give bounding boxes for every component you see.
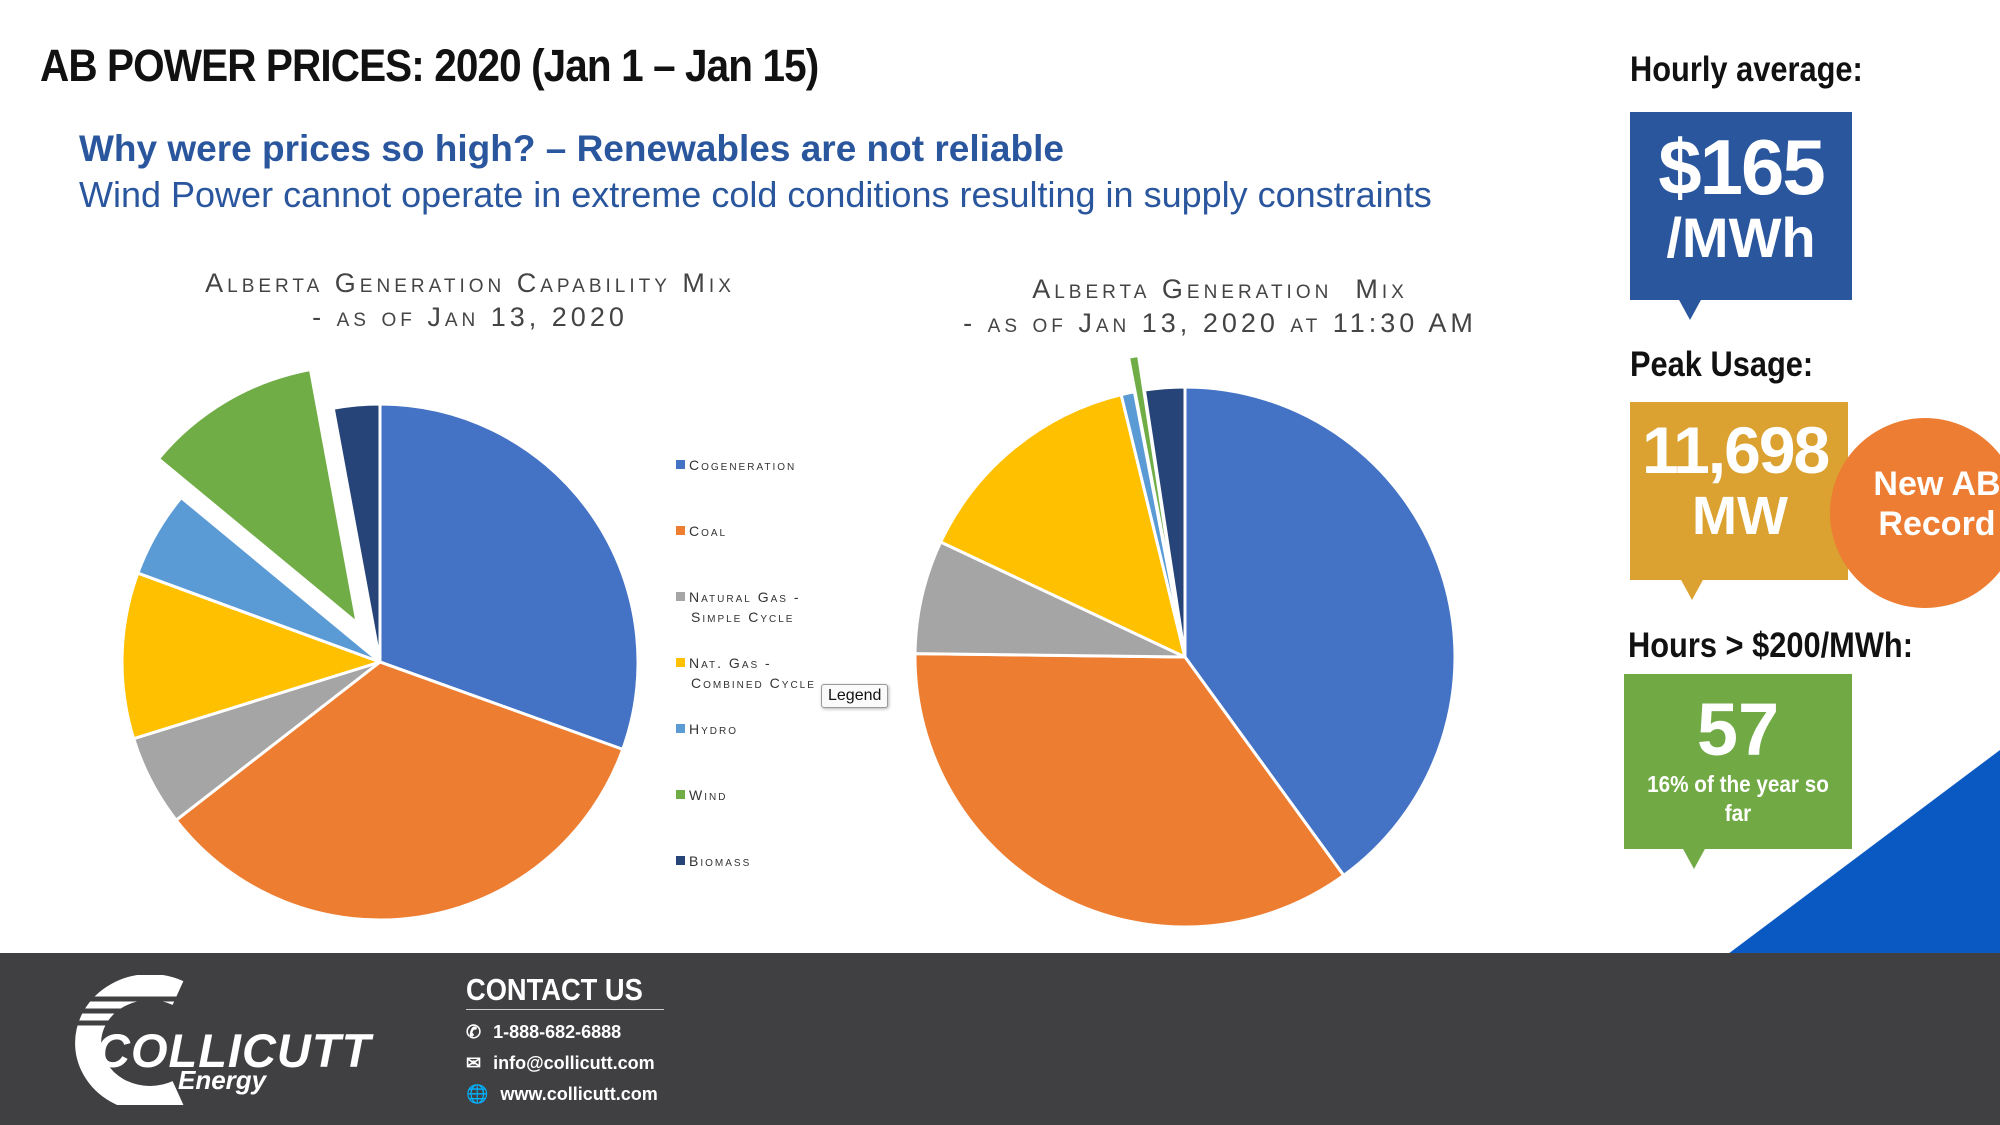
legend-swatch [676,658,685,667]
chart1-title: Alberta Generation Capability Mix - as o… [120,266,820,334]
callout-tail [1682,847,1706,869]
legend-label: Hydro [689,721,739,737]
capability-pie-slice-hydro[interactable] [135,495,381,664]
contact-email[interactable]: ✉ info@collicutt.com [466,1053,655,1074]
legend-item-hydro[interactable]: Hydro [676,719,738,739]
new-record-badge: New AB Record [1830,418,2000,608]
hourly-average-value: $165 [1658,123,1826,211]
contact-website[interactable]: 🌐 www.collicutt.com [466,1084,658,1105]
mix-pie-slice-natural-gas-simple-cycle[interactable] [913,540,1186,659]
callout-tail [1680,578,1704,600]
callout-tail [1678,298,1702,320]
page-subtitle: Wind Power cannot operate in extreme col… [79,174,1432,215]
hourly-average-card: $165 /MWh [1630,112,1852,320]
legend-swatch [676,592,685,601]
chart1-title-line1: Alberta Generation Capability Mix [205,268,735,298]
contact-divider [466,1009,664,1010]
capability-pie-slice-wind[interactable] [156,367,360,627]
legend-swatch [676,856,685,865]
brand-tagline: Energy [178,1065,267,1095]
mix-pie-slice-coal[interactable] [913,652,1346,929]
capability-pie-slice-nat-gas-combined-cycle[interactable] [120,571,385,741]
legend-label: Cogeneration [689,457,797,473]
capability-pie-slice-coal[interactable] [174,660,625,922]
legend-item-coal[interactable]: Coal [676,521,727,541]
legend-item-natural-gas[interactable]: Natural Gas - Simple Cycle [676,587,801,627]
website-link[interactable]: www.collicutt.com [500,1084,658,1104]
phone-number[interactable]: 1-888-682-6888 [493,1022,622,1042]
legend-tooltip: Legend [821,684,889,708]
legend-swatch [676,460,685,469]
legend-swatch [676,790,685,799]
hours-above-threshold-card: 57 16% of the year so far [1624,674,1852,869]
legend-label-line2: Combined Cycle [691,675,816,691]
chart1-title-line2: - as of Jan 13, 2020 [312,302,628,332]
hours-above-threshold-note: 16% of the year so far [1647,771,1829,826]
hours-above-threshold-label: Hours > $200/MWh: [1628,626,1913,665]
legend-label: Wind [689,787,728,803]
contact-title: CONTACT US [466,972,643,1007]
page-title: AB POWER PRICES: 2020 (Jan 1 – Jan 15) [40,40,819,91]
generation-mix-pie-chart[interactable] [880,330,1480,950]
footer: COLLICUTT Energy [0,953,2000,1125]
chart2-title: Alberta Generation Mix - as of Jan 13, 2… [860,272,1580,340]
legend-label-line2: Simple Cycle [691,609,795,625]
email-address[interactable]: info@collicutt.com [493,1053,655,1073]
legend-item-cogeneration[interactable]: Cogeneration [676,455,796,475]
peak-usage-label: Peak Usage: [1630,345,1814,384]
contact-phone[interactable]: ✆ 1-888-682-6888 [466,1022,621,1043]
new-record-text: New AB Record [1873,465,2000,543]
legend-label: Natural Gas - [689,589,801,605]
chart2-title-line1: Alberta Generation Mix [1032,274,1408,304]
collicutt-logo-icon[interactable] [28,975,208,1105]
legend-label: Coal [689,523,728,539]
hourly-average-unit: /MWh [1666,206,1816,269]
hours-above-threshold-value: 57 [1696,688,1780,771]
page-subtitle-question: Why were prices so high? – Renewables ar… [79,128,1064,169]
peak-usage-value: 11,698 [1642,413,1830,487]
mix-pie-slice-biomass[interactable] [1142,385,1187,658]
peak-usage-unit: MW [1692,486,1788,546]
phone-icon: ✆ [466,1022,482,1042]
capability-pie-slice-biomass[interactable] [331,402,382,663]
mix-pie-slice-nat-gas-combined-cycle[interactable] [938,392,1188,660]
generation-capability-pie-chart[interactable] [100,360,660,940]
legend-swatch [676,724,685,733]
legend-label: Nat. Gas - [689,655,772,671]
brand-name: COLLICUTT [96,1024,372,1077]
mix-pie-slice-cogeneration[interactable] [1183,385,1457,878]
legend-swatch [676,526,685,535]
globe-icon: 🌐 [466,1084,489,1104]
capability-pie-slice-cogeneration[interactable] [378,402,640,752]
legend-label: Biomass [689,853,752,869]
mix-pie-slice-wind[interactable] [1126,353,1181,623]
hourly-average-label: Hourly average: [1630,50,1863,89]
legend-item-nat-gas[interactable]: Nat. Gas - Combined Cycle [676,653,816,693]
chart2-title-line2: - as of Jan 13, 2020 at 11:30 AM [963,308,1477,338]
legend-item-biomass[interactable]: Biomass [676,851,751,871]
peak-usage-card: 11,698 MW [1630,402,1848,600]
mail-icon: ✉ [466,1053,482,1073]
legend-item-wind[interactable]: Wind [676,785,727,805]
